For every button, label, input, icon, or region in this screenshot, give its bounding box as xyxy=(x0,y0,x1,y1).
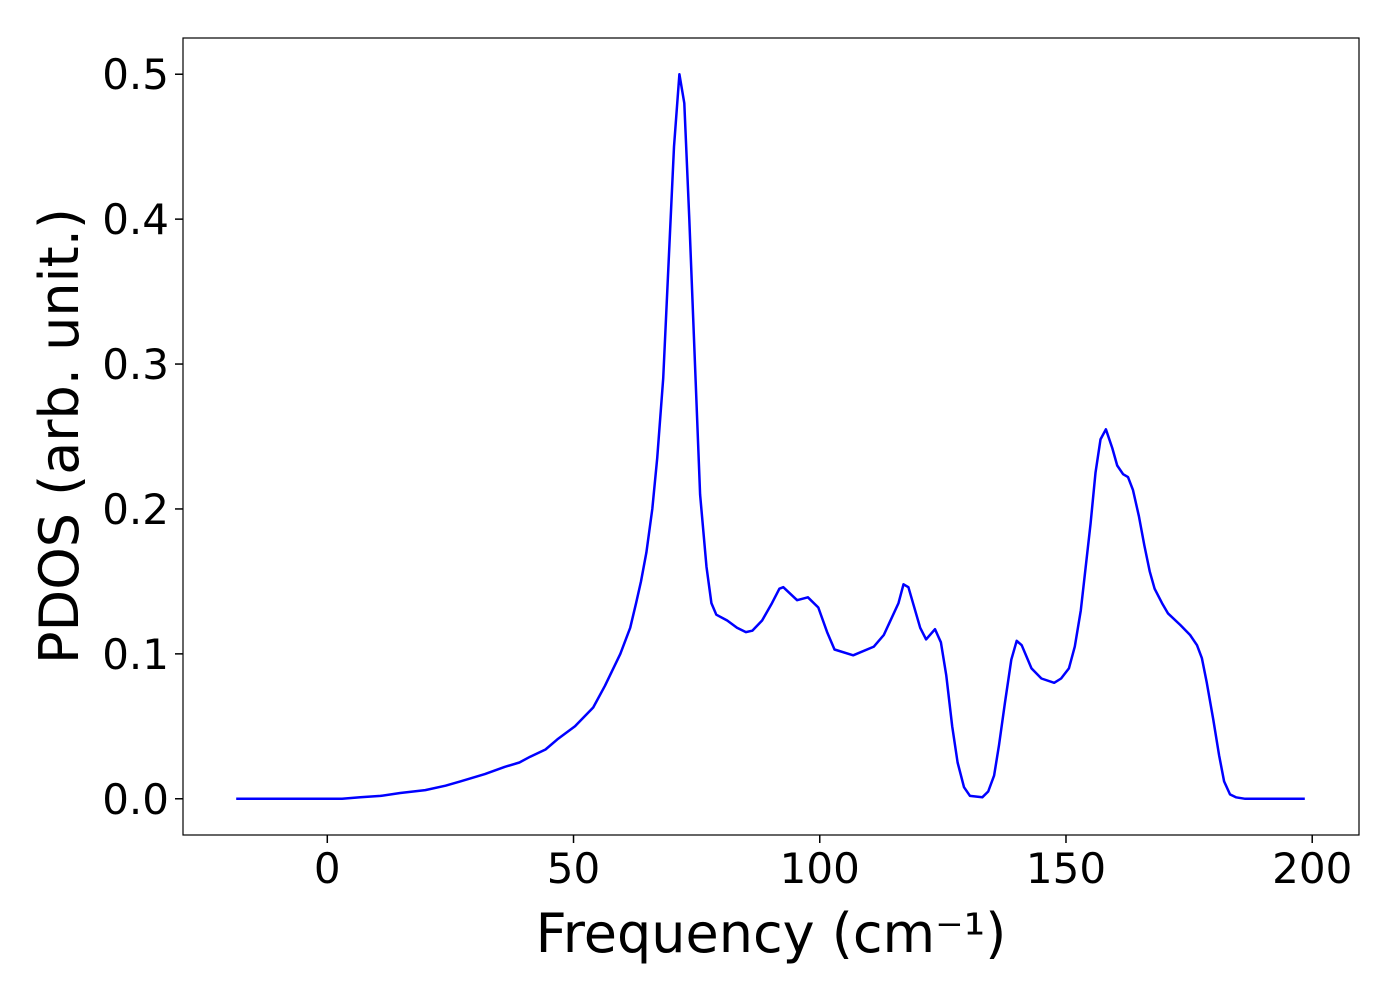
x-tick-label: 0 xyxy=(314,844,341,893)
data-line xyxy=(236,72,1305,801)
y-tick-label: 0.3 xyxy=(102,340,169,389)
x-tick-label: 100 xyxy=(780,844,860,893)
y-axis-label: PDOS (arb. unit.) xyxy=(28,208,91,664)
y-tick-label: 0.5 xyxy=(102,50,169,99)
y-tick-label: 0.1 xyxy=(102,630,169,679)
y-tick-label: 0.4 xyxy=(102,195,169,244)
plot-frame xyxy=(182,37,1360,836)
y-tick-label: 0.0 xyxy=(102,775,169,824)
x-tick-label: 150 xyxy=(1026,844,1106,893)
x-axis-label: Frequency (cm⁻¹) xyxy=(536,902,1007,965)
x-tick-label: 200 xyxy=(1272,844,1352,893)
y-tick-label: 0.2 xyxy=(102,485,169,534)
x-tick-label: 50 xyxy=(547,844,600,893)
